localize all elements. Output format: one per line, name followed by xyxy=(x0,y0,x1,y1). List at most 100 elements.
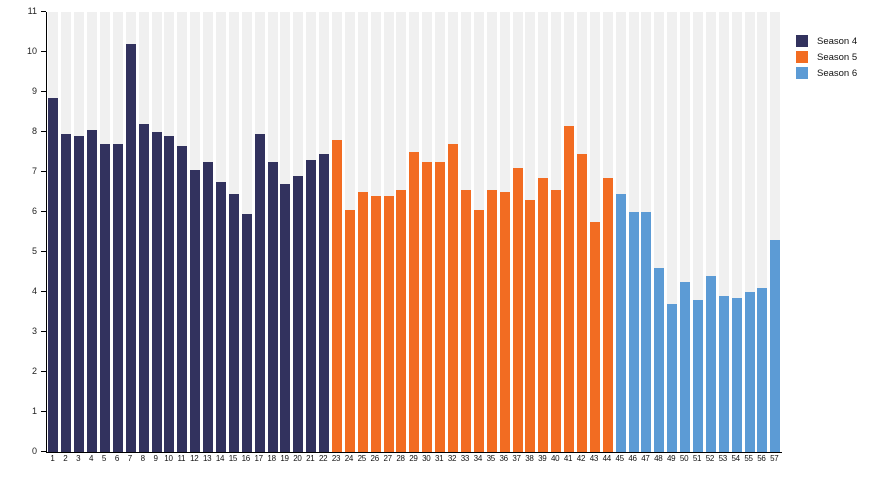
bar-slot-28 xyxy=(395,12,408,452)
bar-episode-43 xyxy=(589,222,600,452)
bar-slot-50 xyxy=(679,12,692,452)
x-tick-label-10: 10 xyxy=(164,454,173,463)
x-tick-label-46: 46 xyxy=(628,454,637,463)
bar-episode-21 xyxy=(306,160,317,452)
x-tick-label-44: 44 xyxy=(602,454,612,463)
y-tick-mark xyxy=(41,11,46,12)
bar-slot-43 xyxy=(588,12,601,452)
bar-episode-53 xyxy=(718,296,729,452)
background-stripe xyxy=(757,12,768,452)
x-tick-label-13: 13 xyxy=(202,454,212,463)
x-tick-label-41: 41 xyxy=(563,454,573,463)
bar-slot-21 xyxy=(305,12,318,452)
bar-slot-45 xyxy=(614,12,627,452)
y-tick-label: 11 xyxy=(27,6,37,16)
bar-slot-55 xyxy=(743,12,756,452)
bar-slot-26 xyxy=(369,12,382,452)
y-tick-mark xyxy=(41,171,46,172)
y-tick-label: 7 xyxy=(31,166,37,176)
x-tick-label-6: 6 xyxy=(114,454,119,463)
bar-slot-30 xyxy=(421,12,434,452)
bar-slot-54 xyxy=(730,12,743,452)
bar-episode-39 xyxy=(538,178,549,452)
background-stripe xyxy=(667,12,678,452)
x-tick-label-21: 21 xyxy=(306,454,315,463)
bar-slot-10 xyxy=(163,12,176,452)
x-tick-label-7: 7 xyxy=(127,454,132,463)
x-tick-label-14: 14 xyxy=(215,454,225,463)
bar-slot-44 xyxy=(601,12,614,452)
bar-slot-33 xyxy=(460,12,473,452)
bar-episode-55 xyxy=(744,292,755,452)
x-tick-label-40: 40 xyxy=(551,454,560,463)
y-tick-label: 6 xyxy=(31,206,37,216)
x-tick-label-45: 45 xyxy=(615,454,624,463)
x-tick-label-1: 1 xyxy=(50,454,55,463)
x-tick-label-28: 28 xyxy=(396,454,405,463)
bar-episode-51 xyxy=(692,300,703,452)
y-tick-mark xyxy=(41,51,46,52)
bar-slot-41 xyxy=(563,12,576,452)
x-tick-label-20: 20 xyxy=(293,454,302,463)
bar-slot-18 xyxy=(266,12,279,452)
bar-slot-37 xyxy=(511,12,524,452)
bar-episode-5 xyxy=(100,144,110,452)
bar-slot-1 xyxy=(47,12,60,452)
bar-episode-30 xyxy=(422,162,433,452)
bar-slot-24 xyxy=(343,12,356,452)
y-tick-label: 8 xyxy=(31,126,37,136)
x-tick-label-49: 49 xyxy=(667,454,676,463)
x-tick-label-55: 55 xyxy=(744,454,753,463)
background-stripe xyxy=(731,12,742,452)
bar-slot-15 xyxy=(227,12,240,452)
bar-slot-12 xyxy=(189,12,202,452)
bar-episode-26 xyxy=(370,196,381,452)
legend-swatch-icon xyxy=(796,51,808,63)
x-tick-label-51: 51 xyxy=(692,454,702,463)
x-tick-label-2: 2 xyxy=(63,454,68,463)
y-tick-label: 4 xyxy=(31,286,37,296)
bar-slot-6 xyxy=(111,12,124,452)
bar-episode-8 xyxy=(138,124,149,452)
bar-slot-17 xyxy=(253,12,266,452)
bar-slot-51 xyxy=(692,12,705,452)
y-tick-label: 2 xyxy=(31,366,37,376)
x-tick-label-18: 18 xyxy=(267,454,276,463)
bar-episode-13 xyxy=(203,162,214,452)
bar-slot-39 xyxy=(537,12,550,452)
bar-slot-47 xyxy=(640,12,653,452)
x-tick-label-48: 48 xyxy=(654,454,663,463)
bar-slot-8 xyxy=(137,12,150,452)
bar-episode-47 xyxy=(641,212,652,452)
x-tick-label-12: 12 xyxy=(190,454,199,463)
background-stripe xyxy=(770,12,781,452)
x-tick-label-31: 31 xyxy=(435,454,444,463)
legend-item-season-5: Season 5 xyxy=(796,49,857,65)
bar-episode-29 xyxy=(409,152,420,452)
x-tick-label-39: 39 xyxy=(538,454,547,463)
bar-episode-46 xyxy=(628,212,639,452)
bar-slot-56 xyxy=(756,12,769,452)
legend-item-season-6: Season 6 xyxy=(796,65,857,81)
legend-swatch-icon xyxy=(796,35,808,47)
x-tick-label-37: 37 xyxy=(512,454,521,463)
x-tick-label-57: 57 xyxy=(770,454,779,463)
bar-episode-31 xyxy=(435,162,446,452)
bar-episode-11 xyxy=(177,146,188,452)
x-tick-label-29: 29 xyxy=(409,454,418,463)
y-tick-label: 5 xyxy=(31,246,37,256)
plot-area xyxy=(46,12,782,453)
bar-episode-2 xyxy=(61,134,72,452)
bar-slot-57 xyxy=(769,12,782,452)
bar-episode-9 xyxy=(151,132,162,452)
y-tick-mark xyxy=(41,411,46,412)
x-tick-label-43: 43 xyxy=(589,454,599,463)
x-tick-label-19: 19 xyxy=(280,454,289,463)
background-stripe xyxy=(705,12,716,452)
bar-episode-23 xyxy=(332,140,343,452)
x-tick-label-50: 50 xyxy=(679,454,689,463)
x-tick-label-24: 24 xyxy=(344,454,354,463)
bar-slot-31 xyxy=(434,12,447,452)
bar-slot-19 xyxy=(279,12,292,452)
